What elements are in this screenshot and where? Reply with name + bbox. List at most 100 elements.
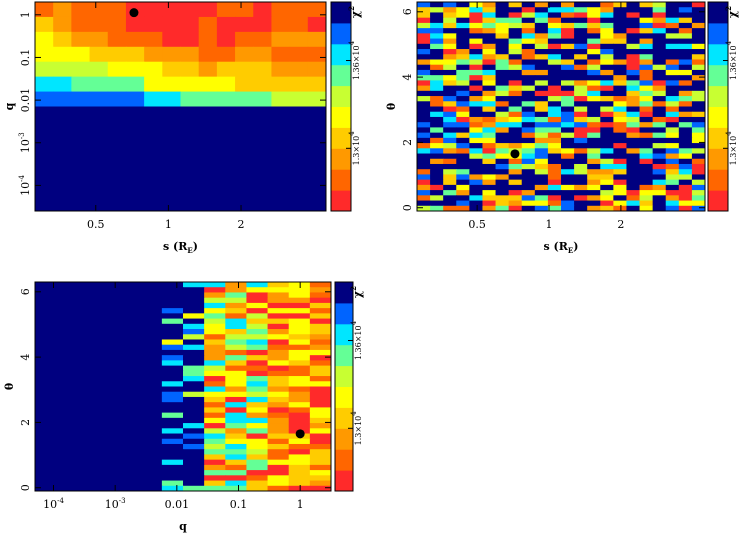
heatmap-cell bbox=[53, 166, 72, 182]
heatmap-cell bbox=[288, 360, 311, 367]
heatmap-cell bbox=[119, 480, 142, 487]
heatmap-cell bbox=[430, 143, 444, 149]
heatmap-cell bbox=[107, 121, 127, 137]
heatmap-cell bbox=[561, 179, 575, 186]
heatmap-cell bbox=[587, 69, 601, 76]
heatmap-cell bbox=[430, 85, 444, 92]
heatmap-cell bbox=[482, 132, 497, 139]
heatmap-cell bbox=[417, 59, 431, 66]
heatmap-cell bbox=[691, 54, 706, 60]
heatmap-cell bbox=[225, 386, 247, 393]
heatmap-cell bbox=[98, 407, 121, 414]
heatmap-cell bbox=[225, 428, 247, 435]
heatmap-cell bbox=[495, 184, 510, 191]
heatmap-cell bbox=[417, 75, 431, 81]
heatmap-cell bbox=[204, 329, 226, 335]
heatmap-cell bbox=[225, 292, 247, 299]
heatmap-cell bbox=[561, 2, 575, 8]
heatmap-cell bbox=[456, 7, 470, 13]
heatmap-cell bbox=[417, 205, 431, 212]
colorbar-segment bbox=[708, 2, 728, 24]
heatmap-cell bbox=[53, 121, 72, 137]
heatmap-cell bbox=[417, 127, 431, 134]
heatmap-cell bbox=[521, 179, 536, 186]
heatmap-cell bbox=[98, 443, 121, 450]
heatmap-cell bbox=[495, 85, 510, 92]
heatmap-cell bbox=[561, 49, 575, 55]
heatmap-cell bbox=[443, 106, 457, 113]
heatmap-cell bbox=[35, 407, 57, 414]
heatmap-cell bbox=[89, 151, 109, 167]
heatmap-cell bbox=[35, 318, 57, 325]
heatmap-cell bbox=[613, 7, 627, 13]
heatmap-cell bbox=[691, 90, 706, 97]
heatmap-cell bbox=[587, 101, 601, 107]
heatmap-cell bbox=[98, 470, 121, 476]
heatmap-cell bbox=[691, 184, 706, 191]
heatmap-cell bbox=[587, 137, 601, 144]
heatmap-cell bbox=[140, 396, 163, 403]
heatmap-cell bbox=[56, 407, 78, 414]
heatmap-cell bbox=[35, 136, 54, 152]
heatmap-cell bbox=[204, 470, 226, 476]
heatmap-cell bbox=[600, 49, 614, 55]
x-tick-label: 0.1 bbox=[230, 498, 248, 511]
heatmap-cell bbox=[309, 480, 332, 487]
heatmap-cell bbox=[198, 196, 218, 212]
heatmap-cell bbox=[89, 91, 109, 107]
heatmap-cell bbox=[267, 417, 290, 424]
heatmap-cell bbox=[521, 163, 536, 170]
heatmap-cell bbox=[495, 22, 510, 29]
heatmap-cell bbox=[107, 106, 127, 122]
heatmap-cell bbox=[161, 407, 184, 414]
heatmap-cell bbox=[534, 101, 549, 107]
heatmap-cell bbox=[246, 464, 269, 471]
heatmap-cell bbox=[430, 132, 444, 139]
heatmap-cell bbox=[140, 417, 163, 424]
heatmap-cell bbox=[561, 122, 575, 128]
heatmap-cell bbox=[119, 344, 142, 351]
heatmap-cell bbox=[204, 459, 226, 466]
heatmap-cell bbox=[600, 158, 614, 165]
heatmap-cell bbox=[456, 184, 470, 191]
heatmap-cell bbox=[56, 412, 78, 419]
heatmap-cell bbox=[613, 54, 627, 60]
heatmap-cell bbox=[119, 334, 142, 340]
heatmap-cell bbox=[309, 287, 332, 293]
heatmap-cell bbox=[204, 438, 226, 445]
heatmap-cell bbox=[574, 90, 588, 97]
heatmap-cell bbox=[547, 163, 562, 170]
heatmap-cell bbox=[35, 282, 57, 288]
heatmap-cell bbox=[639, 116, 654, 123]
heatmap-cell bbox=[183, 302, 205, 309]
heatmap-cell bbox=[587, 205, 601, 212]
heatmap-cell bbox=[204, 339, 226, 346]
heatmap-cell bbox=[307, 16, 327, 33]
heatmap-cell bbox=[98, 381, 121, 387]
heatmap-cell bbox=[691, 153, 706, 160]
heatmap-cell bbox=[469, 43, 483, 50]
heatmap-cell bbox=[35, 16, 54, 33]
heatmap-cell bbox=[53, 151, 72, 167]
heatmap-cell bbox=[547, 96, 562, 102]
heatmap-cell bbox=[469, 122, 483, 128]
heatmap-cell bbox=[521, 101, 536, 107]
heatmap-cell bbox=[180, 181, 200, 197]
heatmap-cell bbox=[482, 69, 497, 76]
heatmap-cell bbox=[574, 132, 588, 139]
heatmap-cell bbox=[626, 12, 641, 19]
heatmap-cell bbox=[56, 433, 78, 440]
heatmap-cell bbox=[574, 158, 588, 165]
heatmap-cell bbox=[161, 381, 184, 387]
heatmap-cell bbox=[430, 148, 444, 155]
heatmap-cell bbox=[587, 80, 601, 87]
colorbar-segment bbox=[335, 470, 353, 492]
heatmap-cell bbox=[140, 412, 163, 419]
heatmap-cell bbox=[183, 313, 205, 320]
heatmap-cell bbox=[183, 297, 205, 304]
heatmap-cell bbox=[561, 54, 575, 60]
heatmap-cell bbox=[35, 381, 57, 387]
heatmap-cell bbox=[144, 2, 163, 18]
heatmap-cell bbox=[162, 2, 181, 18]
y-tick-label: 6 bbox=[401, 8, 414, 15]
